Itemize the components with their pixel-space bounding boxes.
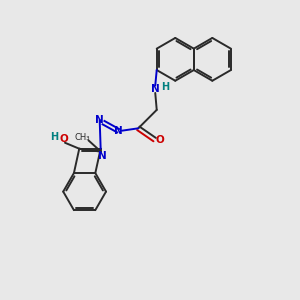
Text: H: H — [50, 132, 58, 142]
Text: N: N — [95, 115, 104, 125]
Text: N: N — [98, 151, 107, 161]
Text: O: O — [59, 134, 68, 144]
Text: N: N — [114, 126, 122, 136]
Text: O: O — [156, 135, 164, 145]
Text: H: H — [161, 82, 169, 92]
Text: N: N — [151, 84, 160, 94]
Text: CH₃: CH₃ — [74, 133, 90, 142]
